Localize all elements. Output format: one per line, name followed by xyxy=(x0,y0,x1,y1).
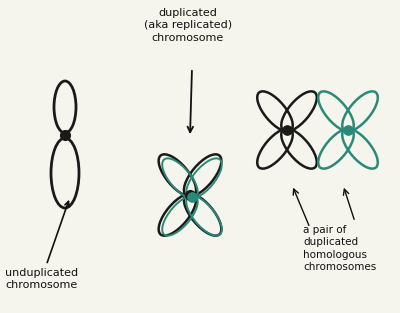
Text: duplicated
(aka replicated)
chromosome: duplicated (aka replicated) chromosome xyxy=(144,8,232,43)
Text: unduplicated
chromosome: unduplicated chromosome xyxy=(5,201,78,290)
Text: a pair of
duplicated
homologous
chromosomes: a pair of duplicated homologous chromoso… xyxy=(303,225,376,272)
